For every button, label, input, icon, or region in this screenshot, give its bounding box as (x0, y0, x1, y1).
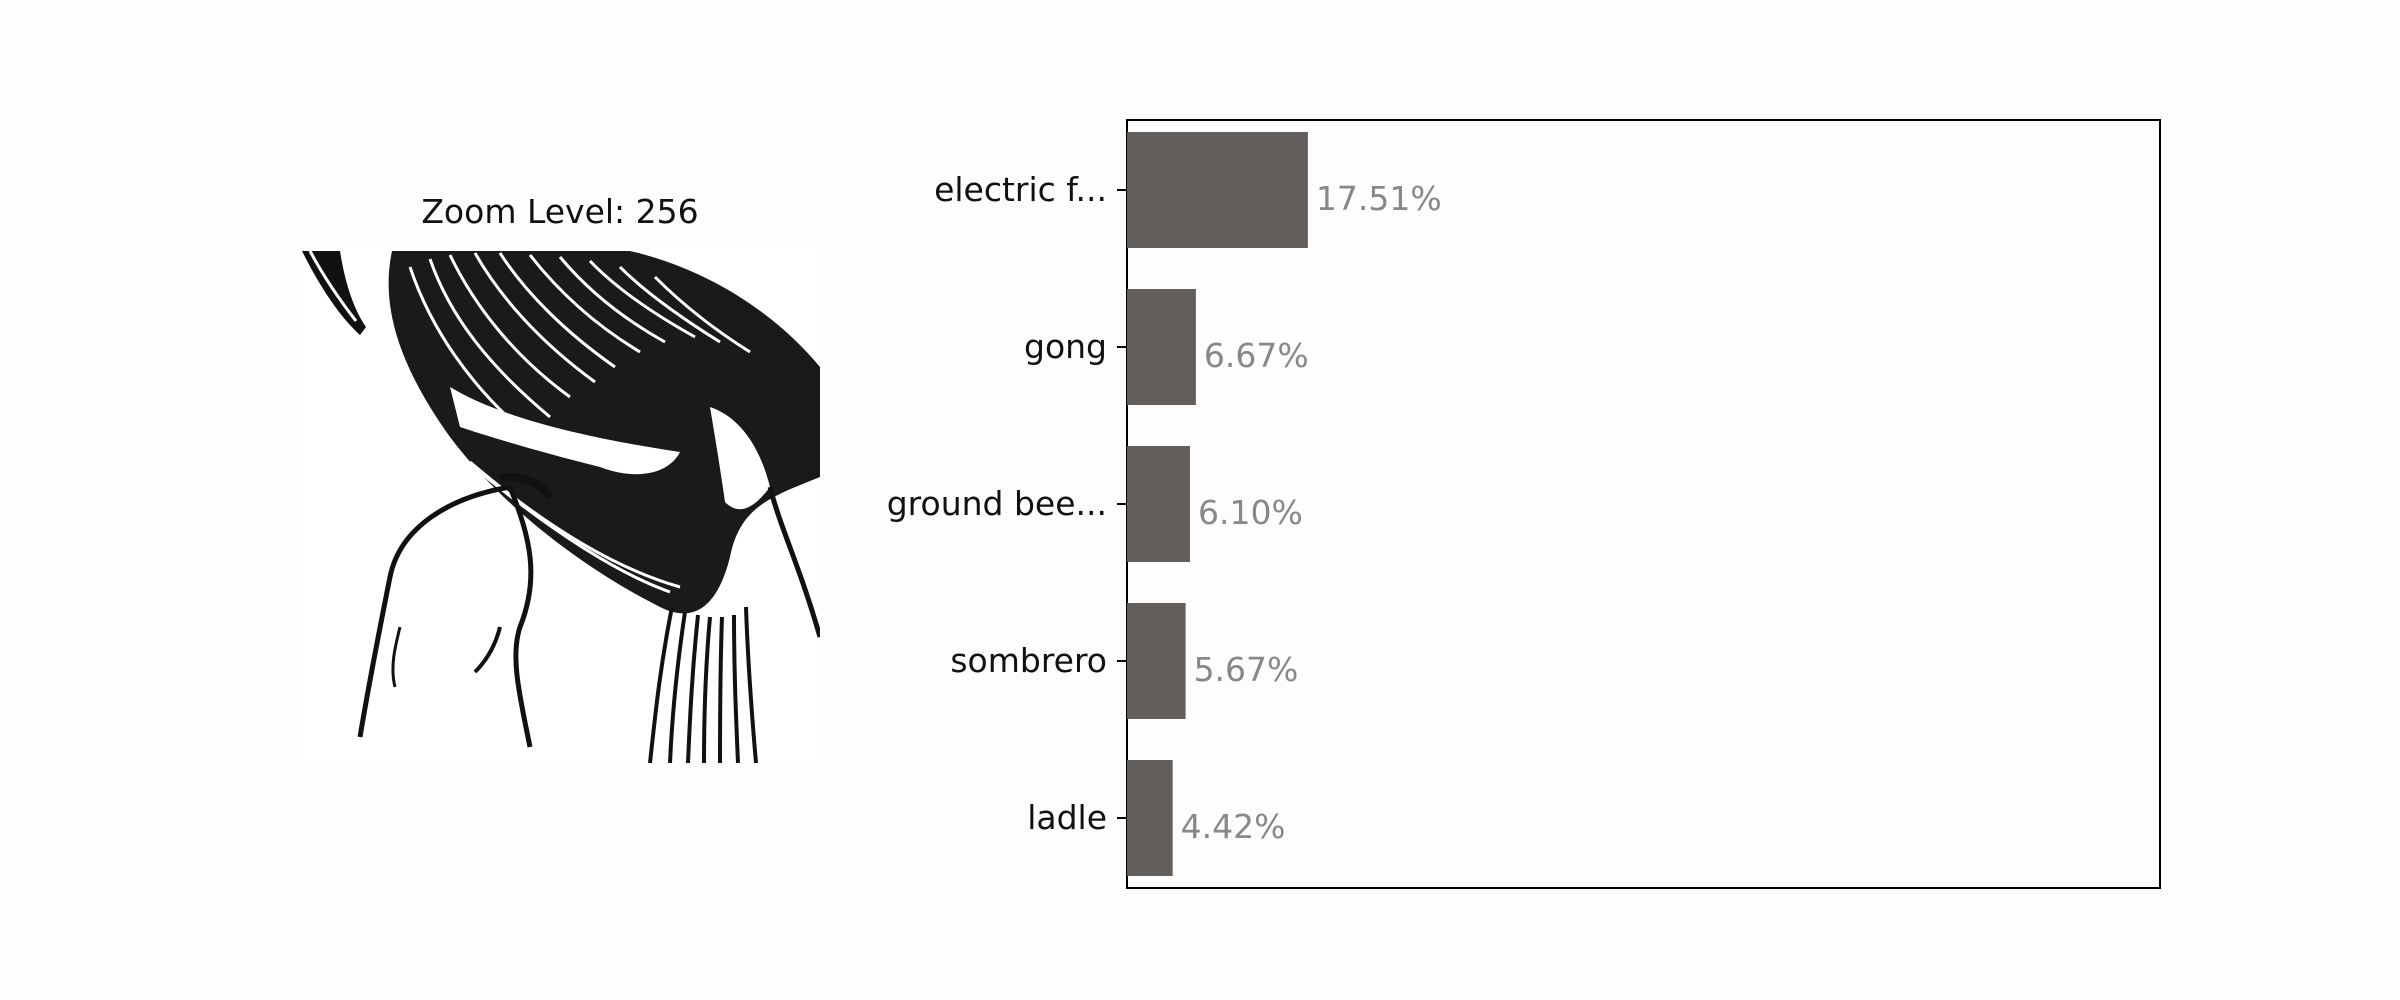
value-label-0: 17.51% (1316, 179, 1442, 218)
value-label-1: 6.67% (1204, 336, 1309, 375)
value-label-4: 4.42% (1181, 807, 1286, 846)
bar-2 (1127, 446, 1191, 562)
labels-group: electric f... 17.51% gong 6.67% ground bee..… (887, 170, 1442, 846)
category-label-1: gong (1024, 327, 1107, 366)
category-label-3: sombrero (950, 641, 1107, 680)
y-ticks-group (1117, 189, 1127, 819)
value-label-2: 6.10% (1198, 493, 1303, 532)
value-label-3: 5.67% (1194, 650, 1299, 689)
category-label-0: electric f... (934, 170, 1107, 209)
bar-4 (1127, 760, 1173, 876)
bars-group (1127, 132, 1308, 876)
zoom-level-title: Zoom Level: 256 (421, 192, 699, 231)
bird-sketch-image (300, 247, 820, 763)
category-label-4: ladle (1027, 798, 1107, 837)
bar-3 (1127, 603, 1186, 719)
bar-1 (1127, 289, 1196, 405)
bar-0 (1127, 132, 1308, 248)
category-label-2: ground bee... (887, 484, 1107, 523)
